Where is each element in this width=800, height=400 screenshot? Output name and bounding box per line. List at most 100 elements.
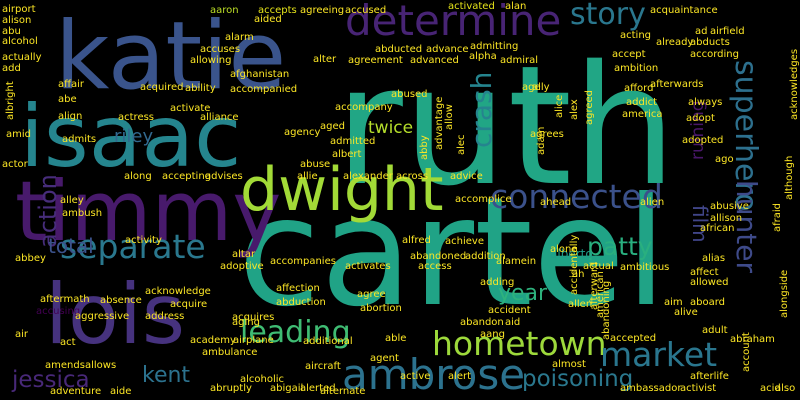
- cloud-word: alamein: [496, 256, 537, 267]
- cloud-word: dwight: [240, 155, 444, 225]
- cloud-word: agreeing: [300, 5, 345, 16]
- cloud-word: alcoholic: [240, 374, 285, 385]
- cloud-word: allowing: [190, 55, 232, 66]
- cloud-word: always: [688, 97, 723, 108]
- cloud-word: abortion: [360, 303, 402, 314]
- cloud-word: able: [385, 333, 407, 344]
- cloud-word: alert: [448, 371, 472, 382]
- cloud-word: activated: [448, 1, 495, 12]
- cloud-word: ago: [715, 154, 734, 165]
- cloud-word: advance: [426, 44, 469, 55]
- cloud-word: across: [396, 171, 429, 182]
- cloud-word: accused: [345, 5, 387, 16]
- cloud-word: abducted: [375, 44, 423, 55]
- cloud-word: kent: [142, 363, 191, 388]
- cloud-word: alpha: [469, 51, 497, 62]
- cloud-word: abruptly: [210, 383, 252, 394]
- cloud-word: afterwards: [650, 79, 704, 90]
- cloud-word: accompany: [335, 102, 393, 113]
- cloud-word: afghanistan: [230, 69, 290, 80]
- cloud-word: poisoning: [522, 366, 634, 392]
- cloud-word: also: [775, 383, 796, 394]
- cloud-word: market: [600, 335, 718, 374]
- cloud-word: addition: [465, 251, 506, 262]
- cloud-word: riley: [114, 126, 154, 147]
- cloud-word: allen: [568, 299, 593, 310]
- cloud-word: abandoned: [410, 251, 467, 262]
- cloud-word: acquires: [232, 312, 275, 323]
- cloud-word: alex: [569, 99, 580, 120]
- cloud-word: acknowledges: [789, 48, 800, 120]
- cloud-word: alone: [550, 244, 578, 255]
- cloud-word: crash: [465, 71, 498, 148]
- cloud-word: admiral: [500, 55, 539, 66]
- cloud-word: abandon: [460, 317, 504, 328]
- cloud-word: airplane: [233, 335, 274, 346]
- cloud-word: ambush: [62, 208, 103, 219]
- cloud-word: alive: [674, 307, 698, 318]
- cloud-word: accuses: [200, 44, 241, 55]
- cloud-word: amid: [6, 129, 31, 140]
- cloud-word: additional: [303, 336, 353, 347]
- cloud-word: align: [58, 111, 83, 122]
- cloud-word: isaac: [20, 87, 242, 187]
- cloud-word: actress: [118, 112, 155, 123]
- cloud-word: alliance: [200, 112, 239, 123]
- cloud-word: timmy: [15, 163, 282, 260]
- cloud-word: adding: [480, 277, 515, 288]
- cloud-word: according: [690, 49, 739, 60]
- cloud-word: addict: [626, 97, 658, 108]
- cloud-word: ruining: [688, 100, 708, 160]
- cloud-word: allows: [85, 360, 117, 371]
- cloud-word: academy: [190, 335, 236, 346]
- cloud-word: accusing: [36, 306, 81, 317]
- cloud-word: alter: [313, 54, 337, 65]
- cloud-word: agree: [357, 289, 386, 300]
- cloud-word: aide: [110, 386, 132, 397]
- cloud-word: abduction: [276, 297, 326, 308]
- cloud-word: add: [2, 63, 21, 74]
- cloud-word: jessica: [12, 367, 90, 393]
- cloud-word: ability: [185, 83, 216, 94]
- cloud-word: abe: [58, 94, 77, 105]
- cloud-word: ah: [572, 269, 585, 280]
- cloud-word: abby: [419, 135, 430, 160]
- cloud-word: acting: [620, 30, 652, 41]
- cloud-word: activate: [170, 103, 211, 114]
- cloud-word: aaron: [210, 5, 239, 16]
- cloud-word: allie: [297, 171, 318, 182]
- cloud-word: afraid: [772, 202, 783, 232]
- cloud-word: twice: [368, 118, 414, 138]
- cloud-word: accepting: [162, 171, 212, 182]
- cloud-word: abigail: [270, 383, 304, 394]
- cloud-word: absence: [100, 295, 142, 306]
- cloud-word: agreed: [584, 89, 595, 125]
- cloud-word: altar: [232, 249, 256, 260]
- cloud-word: admitted: [330, 136, 376, 147]
- cloud-word: allowed: [690, 277, 729, 288]
- cloud-word: alison: [2, 15, 32, 26]
- cloud-word: year: [498, 281, 548, 306]
- cloud-word: activist: [680, 383, 717, 394]
- cloud-word: acquire: [170, 299, 208, 310]
- cloud-word: allow: [444, 104, 455, 130]
- cloud-word: aboard: [690, 297, 726, 308]
- cloud-word: aggressive: [75, 311, 130, 322]
- cloud-word: afford: [624, 83, 654, 94]
- cloud-word: abbey: [15, 253, 46, 264]
- cloud-word: hunter: [730, 180, 763, 273]
- cloud-word: aid: [505, 317, 521, 328]
- cloud-word: allison: [710, 213, 743, 224]
- cloud-word: acknowledge: [145, 286, 211, 297]
- cloud-word: although: [784, 155, 795, 200]
- cloud-word: alias: [702, 253, 726, 264]
- cloud-word: affect: [690, 267, 719, 278]
- cloud-word: adopted: [682, 135, 724, 146]
- cloud-word: advises: [205, 171, 243, 182]
- cloud-word: abused: [391, 89, 428, 100]
- cloud-word: actually: [2, 52, 42, 63]
- cloud-word: ahead: [540, 197, 572, 208]
- cloud-word: abducts: [690, 37, 730, 48]
- cloud-word: alan: [505, 1, 527, 12]
